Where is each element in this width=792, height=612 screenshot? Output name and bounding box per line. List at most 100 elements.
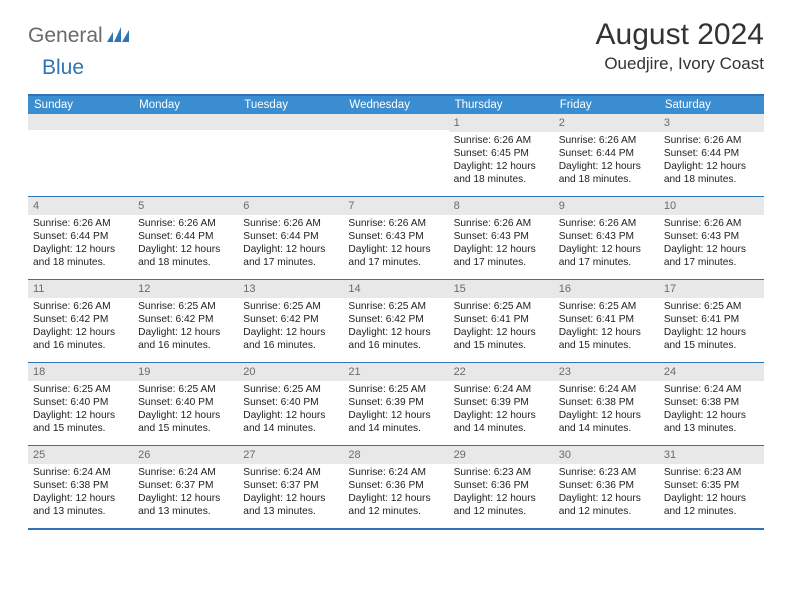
week-row: 18Sunrise: 6:25 AMSunset: 6:40 PMDayligh… xyxy=(28,363,764,446)
daylight-text: Daylight: 12 hours and 13 minutes. xyxy=(243,492,338,518)
week-row: 1Sunrise: 6:26 AMSunset: 6:45 PMDaylight… xyxy=(28,114,764,197)
sunrise-text: Sunrise: 6:26 AM xyxy=(664,217,759,230)
day-body: Sunrise: 6:23 AMSunset: 6:35 PMDaylight:… xyxy=(659,464,764,522)
sunset-text: Sunset: 6:40 PM xyxy=(243,396,338,409)
sunrise-text: Sunrise: 6:26 AM xyxy=(33,217,128,230)
daylight-text: Daylight: 12 hours and 18 minutes. xyxy=(454,160,549,186)
sunrise-text: Sunrise: 6:26 AM xyxy=(138,217,233,230)
sunrise-text: Sunrise: 6:26 AM xyxy=(559,217,654,230)
day-cell: 4Sunrise: 6:26 AMSunset: 6:44 PMDaylight… xyxy=(28,197,133,279)
sunrise-text: Sunrise: 6:26 AM xyxy=(559,134,654,147)
sunset-text: Sunset: 6:36 PM xyxy=(454,479,549,492)
day-body: Sunrise: 6:26 AMSunset: 6:44 PMDaylight:… xyxy=(28,215,133,273)
sunrise-text: Sunrise: 6:24 AM xyxy=(348,466,443,479)
day-number: 3 xyxy=(659,114,764,132)
sunrise-text: Sunrise: 6:24 AM xyxy=(559,383,654,396)
daylight-text: Daylight: 12 hours and 17 minutes. xyxy=(559,243,654,269)
day-number: 11 xyxy=(28,280,133,298)
day-number: 14 xyxy=(343,280,448,298)
sunrise-text: Sunrise: 6:25 AM xyxy=(138,383,233,396)
sunrise-text: Sunrise: 6:25 AM xyxy=(664,300,759,313)
day-cell: 12Sunrise: 6:25 AMSunset: 6:42 PMDayligh… xyxy=(133,280,238,362)
day-number: 31 xyxy=(659,446,764,464)
daylight-text: Daylight: 12 hours and 12 minutes. xyxy=(348,492,443,518)
daylight-text: Daylight: 12 hours and 17 minutes. xyxy=(243,243,338,269)
sunrise-text: Sunrise: 6:26 AM xyxy=(664,134,759,147)
day-cell: 8Sunrise: 6:26 AMSunset: 6:43 PMDaylight… xyxy=(449,197,554,279)
day-body: Sunrise: 6:25 AMSunset: 6:41 PMDaylight:… xyxy=(449,298,554,356)
daylight-text: Daylight: 12 hours and 16 minutes. xyxy=(348,326,443,352)
sunrise-text: Sunrise: 6:26 AM xyxy=(33,300,128,313)
day-body: Sunrise: 6:25 AMSunset: 6:42 PMDaylight:… xyxy=(343,298,448,356)
day-number: 9 xyxy=(554,197,659,215)
daylight-text: Daylight: 12 hours and 18 minutes. xyxy=(33,243,128,269)
day-number xyxy=(238,114,343,130)
day-header-saturday: Saturday xyxy=(659,96,764,114)
day-number: 29 xyxy=(449,446,554,464)
day-body: Sunrise: 6:25 AMSunset: 6:42 PMDaylight:… xyxy=(133,298,238,356)
day-cell: 30Sunrise: 6:23 AMSunset: 6:36 PMDayligh… xyxy=(554,446,659,528)
daylight-text: Daylight: 12 hours and 17 minutes. xyxy=(348,243,443,269)
day-number: 22 xyxy=(449,363,554,381)
sunset-text: Sunset: 6:37 PM xyxy=(138,479,233,492)
sunset-text: Sunset: 6:42 PM xyxy=(243,313,338,326)
sunset-text: Sunset: 6:43 PM xyxy=(454,230,549,243)
logo-text-general: General xyxy=(28,24,103,48)
calendar-page: General August 2024 Ouedjire, Ivory Coas… xyxy=(0,0,792,540)
daylight-text: Daylight: 12 hours and 16 minutes. xyxy=(243,326,338,352)
sunset-text: Sunset: 6:36 PM xyxy=(348,479,443,492)
day-number xyxy=(343,114,448,130)
day-cell: 20Sunrise: 6:25 AMSunset: 6:40 PMDayligh… xyxy=(238,363,343,445)
day-number: 13 xyxy=(238,280,343,298)
sunrise-text: Sunrise: 6:24 AM xyxy=(33,466,128,479)
day-body: Sunrise: 6:26 AMSunset: 6:43 PMDaylight:… xyxy=(659,215,764,273)
sunrise-text: Sunrise: 6:25 AM xyxy=(138,300,233,313)
day-number xyxy=(133,114,238,130)
daylight-text: Daylight: 12 hours and 15 minutes. xyxy=(454,326,549,352)
sunrise-text: Sunrise: 6:26 AM xyxy=(454,217,549,230)
sunset-text: Sunset: 6:38 PM xyxy=(33,479,128,492)
daylight-text: Daylight: 12 hours and 14 minutes. xyxy=(243,409,338,435)
day-number: 4 xyxy=(28,197,133,215)
day-cell: 14Sunrise: 6:25 AMSunset: 6:42 PMDayligh… xyxy=(343,280,448,362)
sunset-text: Sunset: 6:39 PM xyxy=(348,396,443,409)
day-cell: 21Sunrise: 6:25 AMSunset: 6:39 PMDayligh… xyxy=(343,363,448,445)
sunset-text: Sunset: 6:44 PM xyxy=(243,230,338,243)
sunrise-text: Sunrise: 6:24 AM xyxy=(138,466,233,479)
sunset-text: Sunset: 6:38 PM xyxy=(559,396,654,409)
daylight-text: Daylight: 12 hours and 17 minutes. xyxy=(664,243,759,269)
sunset-text: Sunset: 6:44 PM xyxy=(664,147,759,160)
logo-text-blue: Blue xyxy=(42,56,84,79)
day-body: Sunrise: 6:25 AMSunset: 6:41 PMDaylight:… xyxy=(659,298,764,356)
sunset-text: Sunset: 6:44 PM xyxy=(138,230,233,243)
daylight-text: Daylight: 12 hours and 13 minutes. xyxy=(33,492,128,518)
day-body: Sunrise: 6:23 AMSunset: 6:36 PMDaylight:… xyxy=(554,464,659,522)
sunrise-text: Sunrise: 6:24 AM xyxy=(454,383,549,396)
sunset-text: Sunset: 6:39 PM xyxy=(454,396,549,409)
day-number: 26 xyxy=(133,446,238,464)
day-cell: 26Sunrise: 6:24 AMSunset: 6:37 PMDayligh… xyxy=(133,446,238,528)
day-body: Sunrise: 6:23 AMSunset: 6:36 PMDaylight:… xyxy=(449,464,554,522)
day-body: Sunrise: 6:24 AMSunset: 6:37 PMDaylight:… xyxy=(133,464,238,522)
sunset-text: Sunset: 6:44 PM xyxy=(33,230,128,243)
week-row: 25Sunrise: 6:24 AMSunset: 6:38 PMDayligh… xyxy=(28,446,764,528)
day-body: Sunrise: 6:24 AMSunset: 6:36 PMDaylight:… xyxy=(343,464,448,522)
sunrise-text: Sunrise: 6:26 AM xyxy=(348,217,443,230)
day-cell: 3Sunrise: 6:26 AMSunset: 6:44 PMDaylight… xyxy=(659,114,764,196)
day-number: 19 xyxy=(133,363,238,381)
day-body: Sunrise: 6:25 AMSunset: 6:39 PMDaylight:… xyxy=(343,381,448,439)
day-body: Sunrise: 6:26 AMSunset: 6:44 PMDaylight:… xyxy=(659,132,764,190)
daylight-text: Daylight: 12 hours and 15 minutes. xyxy=(33,409,128,435)
sunset-text: Sunset: 6:40 PM xyxy=(138,396,233,409)
daylight-text: Daylight: 12 hours and 12 minutes. xyxy=(664,492,759,518)
day-number: 24 xyxy=(659,363,764,381)
day-header-row: Sunday Monday Tuesday Wednesday Thursday… xyxy=(28,96,764,114)
day-body: Sunrise: 6:24 AMSunset: 6:38 PMDaylight:… xyxy=(659,381,764,439)
sunrise-text: Sunrise: 6:23 AM xyxy=(664,466,759,479)
day-cell xyxy=(28,114,133,196)
day-body xyxy=(343,130,448,136)
daylight-text: Daylight: 12 hours and 18 minutes. xyxy=(664,160,759,186)
day-number: 2 xyxy=(554,114,659,132)
day-body: Sunrise: 6:26 AMSunset: 6:44 PMDaylight:… xyxy=(554,132,659,190)
day-body: Sunrise: 6:26 AMSunset: 6:44 PMDaylight:… xyxy=(238,215,343,273)
